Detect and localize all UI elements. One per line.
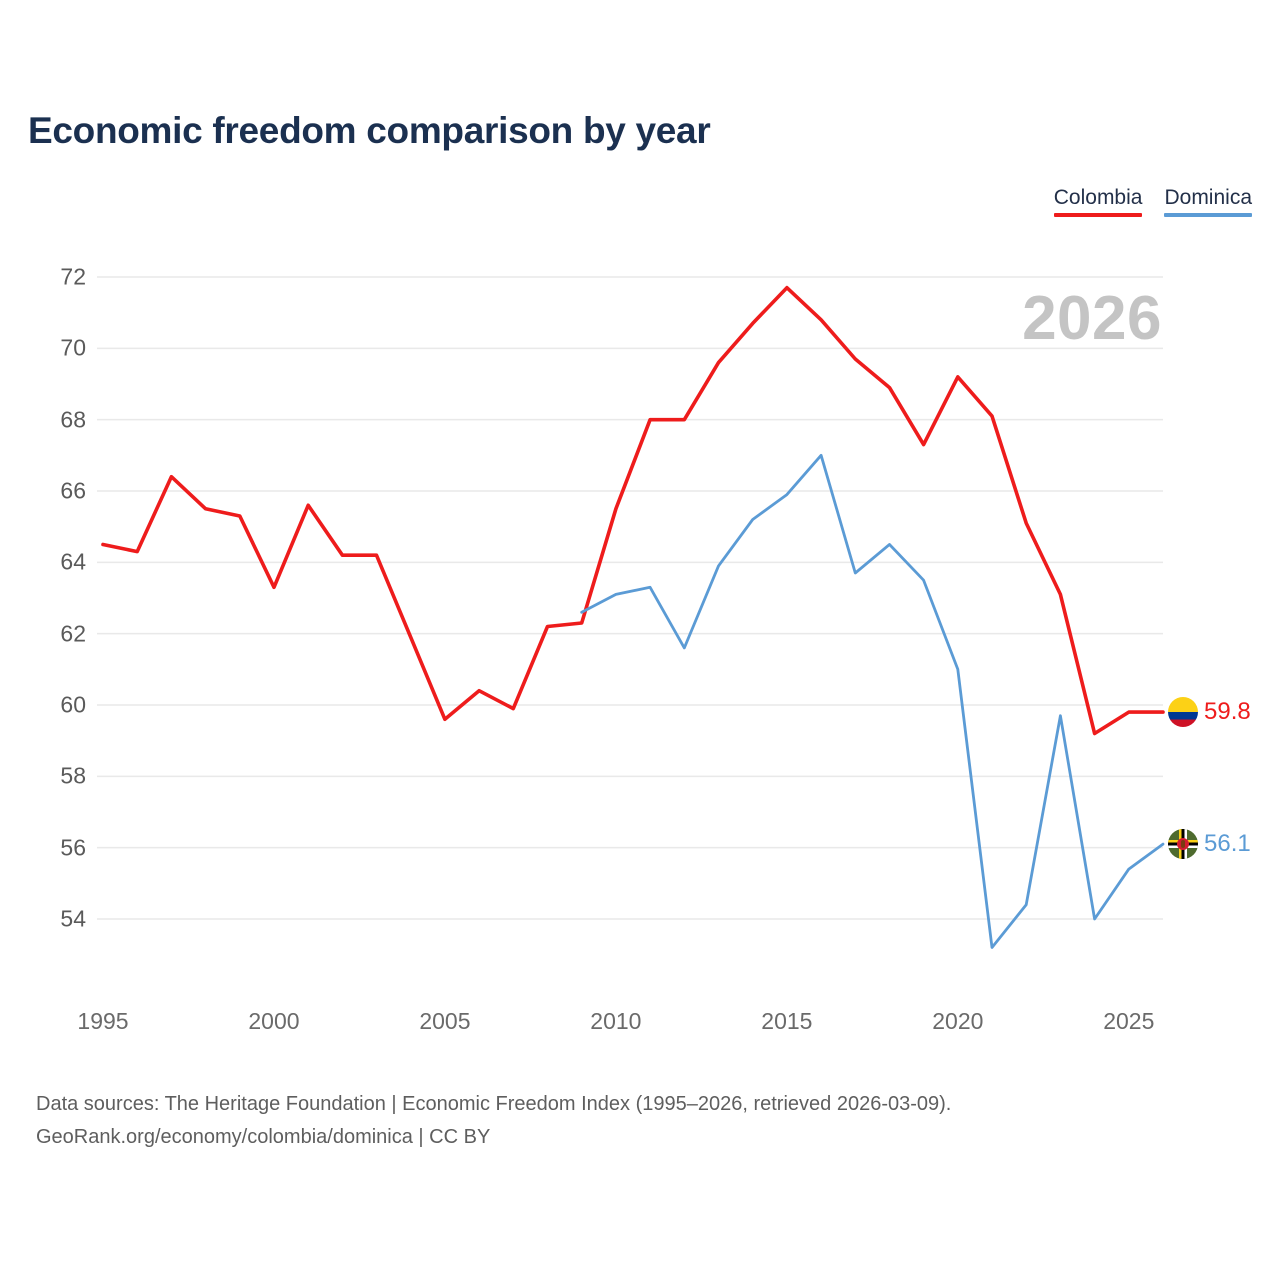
x-tick-label: 2005 bbox=[419, 1008, 471, 1034]
x-tick-label: 2020 bbox=[932, 1008, 984, 1034]
legend-item-colombia[interactable]: Colombia bbox=[1053, 185, 1143, 217]
series-line-dominica bbox=[580, 453, 1165, 949]
legend-rule-colombia bbox=[1053, 213, 1143, 217]
footer-line-2: GeoRank.org/economy/colombia/dominica | … bbox=[36, 1126, 491, 1148]
y-tick-label: 56 bbox=[60, 834, 86, 861]
end-value-colombia: 59.8 bbox=[1204, 698, 1251, 726]
x-tick-label: 2000 bbox=[248, 1008, 300, 1034]
series-line-colombia bbox=[101, 285, 1165, 736]
year-watermark: 2026 bbox=[1022, 284, 1162, 353]
y-tick-label: 60 bbox=[60, 691, 86, 718]
y-tick-label: 64 bbox=[60, 548, 86, 575]
end-label-colombia: 59.8 bbox=[1168, 697, 1251, 728]
x-tick-label: 2015 bbox=[761, 1008, 813, 1034]
y-tick-label: 54 bbox=[60, 905, 86, 932]
y-tick-label: 62 bbox=[60, 620, 86, 647]
y-tick-label: 68 bbox=[60, 406, 86, 433]
end-value-dominica: 56.1 bbox=[1204, 830, 1251, 858]
footer-credits: Data sources: The Heritage Foundation | … bbox=[36, 1088, 951, 1154]
y-axis-label: Economic freedom index bbox=[0, 259, 1, 779]
chart-legend: Colombia Dominica bbox=[1053, 185, 1252, 217]
legend-label-dominica: Dominica bbox=[1164, 186, 1252, 209]
y-tick-label: 70 bbox=[60, 334, 86, 361]
y-tick-label: 72 bbox=[60, 263, 86, 290]
page-title: Economic freedom comparison by year bbox=[28, 110, 711, 151]
x-tick-label: 1995 bbox=[77, 1008, 129, 1034]
legend-item-dominica[interactable]: Dominica bbox=[1164, 185, 1252, 217]
end-label-dominica: 56.1 bbox=[1168, 829, 1251, 860]
x-tick-label: 2025 bbox=[1103, 1008, 1155, 1034]
y-tick-label: 66 bbox=[60, 477, 86, 504]
colombia-flag-icon bbox=[1168, 697, 1198, 728]
legend-label-colombia: Colombia bbox=[1053, 186, 1143, 209]
x-tick-label: 2010 bbox=[590, 1008, 642, 1034]
legend-rule-dominica bbox=[1164, 213, 1252, 217]
dominica-flag-icon bbox=[1168, 829, 1198, 860]
footer-line-1: Data sources: The Heritage Foundation | … bbox=[36, 1093, 952, 1115]
y-tick-label: 58 bbox=[60, 762, 86, 789]
